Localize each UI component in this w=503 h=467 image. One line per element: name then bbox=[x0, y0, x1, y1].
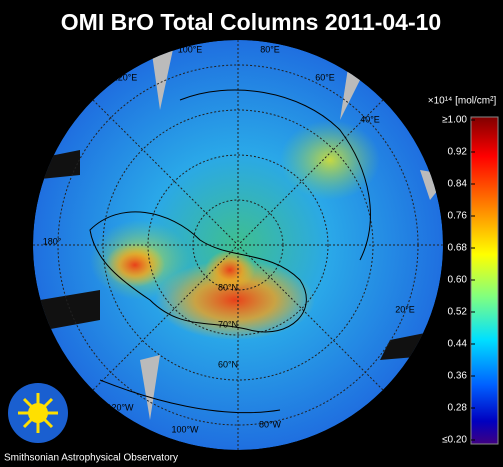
colorbar-unit: ×10¹⁴ [mol/cm²] bbox=[428, 96, 497, 107]
map-label: 20°E bbox=[395, 304, 415, 314]
logo bbox=[8, 383, 68, 443]
map-label: 120°W bbox=[106, 402, 134, 412]
colorbar-ticks: ≥1.00 0.92 0.84 0.76 0.68 0.60 0.52 0.44 0.36 0.2… bbox=[442, 115, 475, 446]
map-label: 80°W bbox=[259, 419, 282, 429]
map-label: 180° bbox=[43, 236, 62, 246]
colorbar-tick-label: 0.52 bbox=[448, 307, 468, 318]
colorbar-tick-label: 0.28 bbox=[448, 403, 468, 414]
map-label: 60°E bbox=[315, 72, 335, 82]
colorbar-tick-label: 0.84 bbox=[448, 179, 468, 190]
map-label: 40°E bbox=[360, 114, 380, 124]
colorbar-tick-label: 0.68 bbox=[448, 243, 468, 254]
map-label: 120°E bbox=[113, 72, 138, 82]
map-label: 100°W bbox=[171, 424, 199, 434]
colorbar-tick-label: 0.60 bbox=[448, 275, 468, 286]
map-labels: 120°E 100°E 80°E 60°E 40°E 20°E 180° 140°W 120°W… bbox=[36, 44, 414, 434]
map bbox=[33, 40, 443, 450]
colorbar-tick-label: 0.76 bbox=[448, 211, 468, 222]
credit: Smithsonian Astrophysical Observatory bbox=[4, 453, 178, 464]
colorbar-tick-label: 0.44 bbox=[448, 339, 468, 350]
map-label: 80°E bbox=[260, 44, 280, 54]
map-label: 70°N bbox=[218, 319, 238, 329]
colorbar-tick-label: 0.92 bbox=[448, 147, 468, 158]
map-label: 80°N bbox=[218, 282, 238, 292]
title: OMI BrO Total Columns 2011-04-10 bbox=[61, 9, 441, 35]
colorbar-tick-label: ≥1.00 bbox=[442, 115, 467, 126]
colorbar bbox=[470, 116, 499, 445]
colorbar-tick-label: ≤0.20 bbox=[442, 435, 467, 446]
map-label: 140°W bbox=[36, 356, 64, 366]
colorbar-tick-label: 0.36 bbox=[448, 371, 468, 382]
map-label: 100°E bbox=[178, 44, 203, 54]
map-label: 60°N bbox=[218, 359, 238, 369]
